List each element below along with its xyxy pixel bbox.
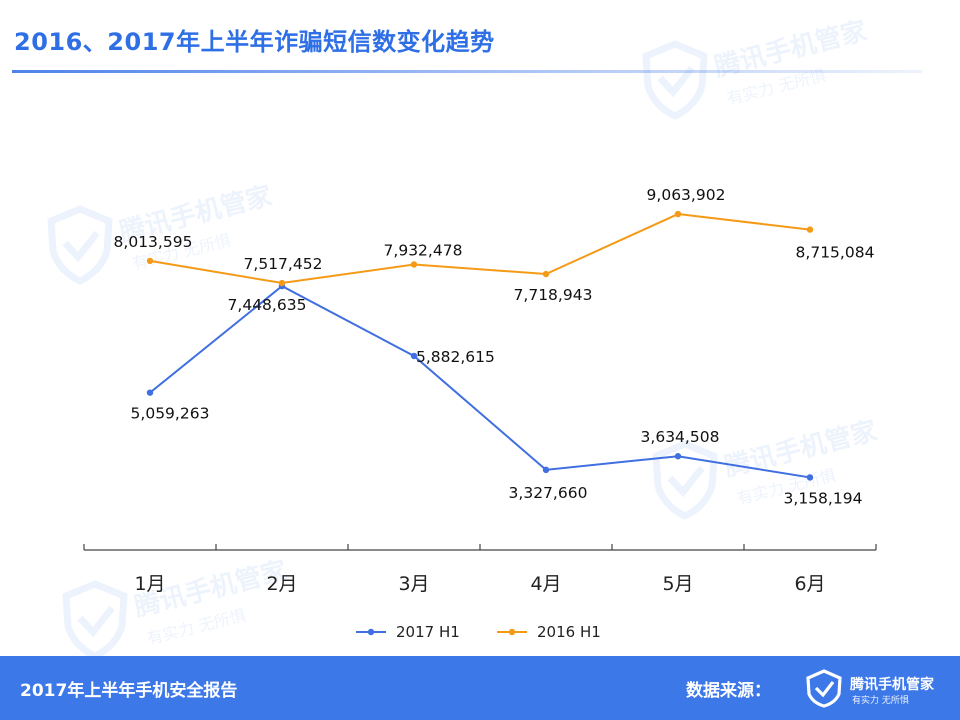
series-line-2016: [149, 213, 811, 285]
x-tick-label-3: 3月: [398, 573, 429, 595]
data-label: 7,718,943: [514, 286, 593, 304]
series-line-2017: [149, 284, 811, 479]
data-point: [410, 352, 418, 360]
data-label: 5,882,615: [416, 348, 495, 366]
x-tick-label-5: 5月: [662, 573, 693, 595]
data-point: [146, 389, 154, 396]
data-point: [674, 210, 682, 218]
data-point: [806, 474, 814, 481]
data-label: 3,634,508: [641, 428, 720, 446]
data-label: 9,063,902: [647, 186, 726, 204]
data-point: [542, 466, 550, 474]
data-label: 5,059,263: [131, 405, 210, 423]
data-label: 8,715,084: [796, 244, 875, 262]
x-tick-label-1: 1月: [134, 573, 165, 595]
data-label: 7,932,478: [384, 242, 463, 260]
line-chart: 1月 2月 3月 4月 5月 6月 5,059,263 7,448,635 5,882,615 3…: [83, 186, 877, 641]
footer-slogan: 有实力 无所惧: [852, 696, 909, 706]
data-point: [542, 270, 550, 278]
legend-marker: [367, 628, 375, 636]
footer-bar: 2017年上半年手机安全报告 数据来源： 腾讯手机管家 有实力 无所惧: [0, 656, 960, 720]
legend-label: 2016 H1: [537, 623, 601, 641]
footer-brand: 腾讯手机管家: [850, 677, 934, 693]
shield-logo-icon: [806, 669, 842, 708]
data-point: [146, 257, 154, 265]
x-tick-label-2: 2月: [266, 573, 297, 595]
data-label: 3,158,194: [784, 489, 863, 507]
legend-label: 2017 H1: [396, 623, 460, 641]
page-title: 2016、2017年上半年诈骗短信数变化趋势: [14, 28, 495, 56]
data-label: 7,517,452: [244, 255, 323, 273]
footer-report-title: 2017年上半年手机安全报告: [20, 681, 238, 701]
footer-source-label: 数据来源：: [686, 681, 771, 701]
data-point: [410, 261, 418, 268]
title-divider: [12, 70, 922, 73]
x-tick-label-6: 6月: [794, 573, 825, 595]
data-label: 3,327,660: [509, 484, 588, 502]
data-point: [278, 279, 286, 287]
data-point: [806, 226, 814, 233]
x-tick-label-4: 4月: [530, 573, 561, 595]
data-label: 7,448,635: [228, 296, 307, 314]
legend-marker: [508, 628, 516, 636]
data-label: 8,013,595: [114, 233, 193, 251]
data-point: [674, 453, 682, 460]
